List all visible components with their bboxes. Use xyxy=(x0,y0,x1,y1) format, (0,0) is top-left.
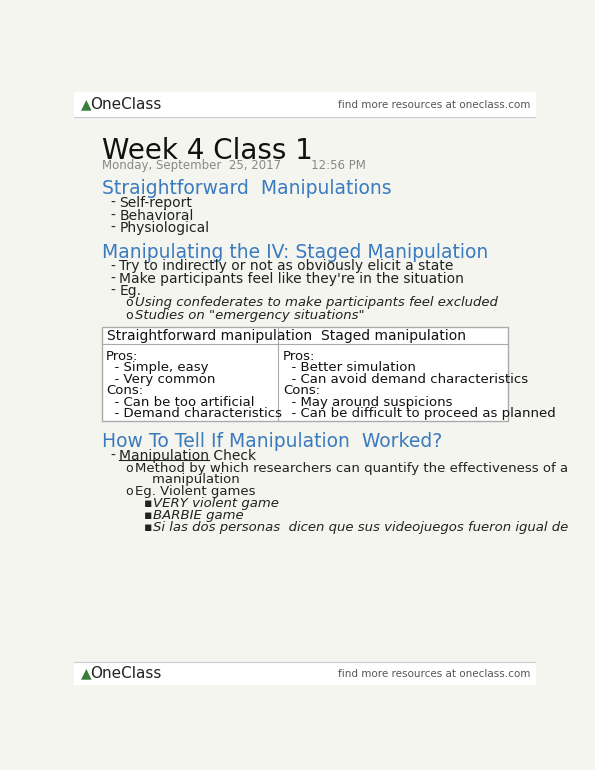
Text: Monday, September  25, 2017        12:56 PM: Monday, September 25, 2017 12:56 PM xyxy=(102,159,365,172)
Text: - Very common: - Very common xyxy=(106,373,215,386)
Text: - Better simulation: - Better simulation xyxy=(283,361,416,374)
Text: -: - xyxy=(110,259,115,273)
Text: -: - xyxy=(110,196,115,210)
Text: Cons:: Cons: xyxy=(106,384,143,397)
Text: Behavioral: Behavioral xyxy=(120,209,194,223)
Text: -: - xyxy=(110,221,115,235)
Text: find more resources at oneclass.com: find more resources at oneclass.com xyxy=(338,100,530,109)
Text: ▲: ▲ xyxy=(80,667,91,681)
Text: Physiological: Physiological xyxy=(120,221,209,235)
Text: manipulation: manipulation xyxy=(135,473,240,486)
Text: Week 4 Class 1: Week 4 Class 1 xyxy=(102,137,312,165)
Text: o: o xyxy=(126,309,133,322)
Text: VERY violent game: VERY violent game xyxy=(154,497,279,511)
Text: Staged manipulation: Staged manipulation xyxy=(321,329,466,343)
Text: Make participants feel like they're in the situation: Make participants feel like they're in t… xyxy=(120,272,464,286)
Bar xyxy=(74,662,536,685)
Text: OneClass: OneClass xyxy=(90,97,161,112)
Text: Manipulation Check: Manipulation Check xyxy=(120,449,256,463)
Text: find more resources at oneclass.com: find more resources at oneclass.com xyxy=(338,669,530,678)
Text: OneClass: OneClass xyxy=(90,666,161,681)
Text: Using confederates to make participants feel excluded: Using confederates to make participants … xyxy=(135,296,497,310)
Text: ▲: ▲ xyxy=(80,98,91,112)
Text: Straightforward manipulation: Straightforward manipulation xyxy=(107,329,312,343)
Text: Self-report: Self-report xyxy=(120,196,192,210)
Text: o: o xyxy=(126,462,133,475)
Text: Studies on "emergency situations": Studies on "emergency situations" xyxy=(135,309,365,322)
Text: - Can avoid demand characteristics: - Can avoid demand characteristics xyxy=(283,373,528,386)
Text: -: - xyxy=(110,284,115,298)
Text: - Can be difficult to proceed as planned: - Can be difficult to proceed as planned xyxy=(283,407,556,420)
Text: o: o xyxy=(126,485,133,498)
Text: Manipulating the IV: Staged Manipulation: Manipulating the IV: Staged Manipulation xyxy=(102,243,488,262)
Text: - Simple, easy: - Simple, easy xyxy=(106,361,209,374)
Text: - Demand characteristics: - Demand characteristics xyxy=(106,407,282,420)
Text: Cons:: Cons: xyxy=(283,384,320,397)
Text: -: - xyxy=(110,209,115,223)
Text: Eg. Violent games: Eg. Violent games xyxy=(135,485,255,498)
Text: Si las dos personas  dicen que sus videojuegos fueron igual de: Si las dos personas dicen que sus videoj… xyxy=(154,521,569,534)
Text: Pros:: Pros: xyxy=(283,350,315,363)
Text: How To Tell If Manipulation  Worked?: How To Tell If Manipulation Worked? xyxy=(102,432,441,451)
Text: - Can be too artificial: - Can be too artificial xyxy=(106,396,255,409)
Text: Method by which researchers can quantify the effectiveness of a: Method by which researchers can quantify… xyxy=(135,462,568,475)
Text: ▪: ▪ xyxy=(144,509,153,522)
Text: -: - xyxy=(110,272,115,286)
Text: Try to indirectly or not as obviously elicit a state: Try to indirectly or not as obviously el… xyxy=(120,259,454,273)
Text: BARBIE game: BARBIE game xyxy=(154,509,244,522)
Text: Straightforward  Manipulations: Straightforward Manipulations xyxy=(102,179,391,199)
Text: Pros:: Pros: xyxy=(106,350,139,363)
Bar xyxy=(102,327,508,421)
Bar xyxy=(74,92,536,117)
Text: -: - xyxy=(110,449,115,463)
Text: Eg.: Eg. xyxy=(120,284,142,298)
Text: ▪: ▪ xyxy=(144,497,153,511)
Text: o: o xyxy=(126,296,133,310)
Text: ▪: ▪ xyxy=(144,521,153,534)
Text: - May around suspicions: - May around suspicions xyxy=(283,396,453,409)
